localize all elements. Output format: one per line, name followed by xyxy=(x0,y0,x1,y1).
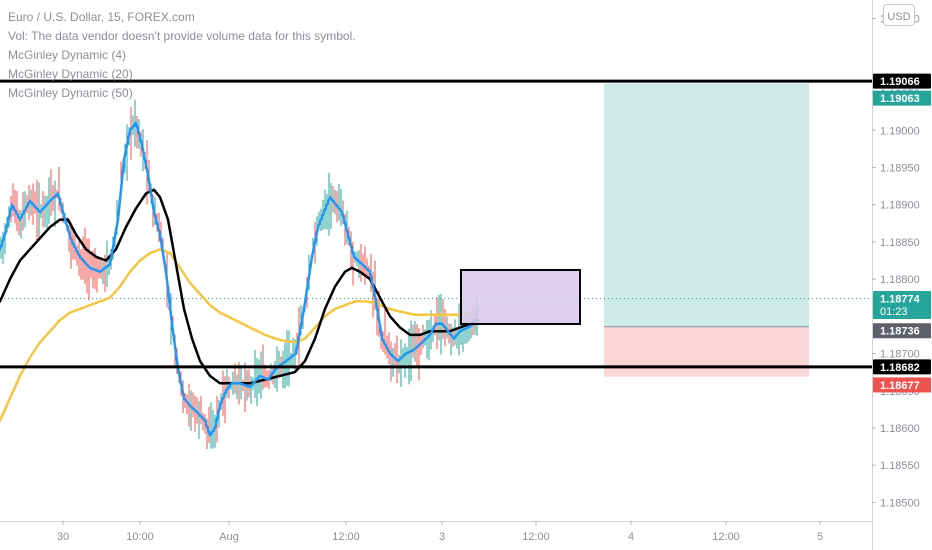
resistance-price-badge[interactable] xyxy=(873,73,931,89)
tp-price-badge-label: 1.19063 xyxy=(880,93,920,105)
price-tick-label: 1.18850 xyxy=(880,237,920,249)
mcginley-50-line[interactable] xyxy=(0,248,480,422)
resistance-price-badge-label: 1.19066 xyxy=(880,76,920,88)
time-tick-label: 12:00 xyxy=(712,531,740,543)
mcginley-20-line[interactable] xyxy=(0,188,480,385)
support-price-badge[interactable] xyxy=(873,359,931,375)
legend-md4[interactable]: McGinley Dynamic (4) xyxy=(8,48,127,62)
loss-zone[interactable] xyxy=(604,326,809,377)
legend-md50[interactable]: McGinley Dynamic (50) xyxy=(8,86,133,100)
price-tick-label: 1.18900 xyxy=(880,200,920,212)
profit-zone[interactable] xyxy=(604,83,809,327)
drawn-rectangle[interactable] xyxy=(460,269,581,325)
price-tick-label: 1.18800 xyxy=(880,274,920,286)
time-tick-label: 4 xyxy=(628,531,634,543)
sl-price-badge-label: 1.18677 xyxy=(880,380,920,392)
time-tick-label: 12:00 xyxy=(332,531,360,543)
time-tick-label: 10:00 xyxy=(126,531,154,543)
current-price-badge-label: 1.18774 xyxy=(880,293,921,305)
tp-price-badge[interactable] xyxy=(873,90,931,106)
legend-volume[interactable]: Vol: The data vendor doesn't provide vol… xyxy=(8,29,356,43)
mcginley-4-line[interactable] xyxy=(0,121,480,437)
price-tick-label: 1.18550 xyxy=(880,460,920,472)
price-tick-label: 1.18700 xyxy=(880,349,920,361)
price-tick-label: 1.18950 xyxy=(880,162,920,174)
price-tick-label: 1.19000 xyxy=(880,125,920,137)
time-tick-label: 5 xyxy=(817,531,823,543)
time-tick-label: 3 xyxy=(439,531,445,543)
price-tick-label: 1.18500 xyxy=(880,497,920,509)
entry-price-badge-label: 1.18736 xyxy=(880,326,920,338)
current-price-badge-countdown: 01:23 xyxy=(880,306,908,318)
entry-price-badge[interactable] xyxy=(873,323,931,339)
sl-price-badge[interactable] xyxy=(873,377,931,393)
current-price-badge[interactable] xyxy=(873,290,931,319)
legend-md20[interactable]: McGinley Dynamic (20) xyxy=(8,67,133,81)
support-price-badge-label: 1.18682 xyxy=(880,362,920,374)
time-tick-label: 30 xyxy=(57,531,69,543)
legend-symbol[interactable]: Euro / U.S. Dollar, 15, FOREX.com xyxy=(8,10,195,24)
time-tick-label: 12:00 xyxy=(522,531,550,543)
time-tick-label: Aug xyxy=(219,531,239,543)
currency-unit-button[interactable]: USD xyxy=(883,4,915,26)
chart-legend: Euro / U.S. Dollar, 15, FOREX.com Vol: T… xyxy=(8,8,356,103)
price-tick-label: 1.18600 xyxy=(880,423,920,435)
